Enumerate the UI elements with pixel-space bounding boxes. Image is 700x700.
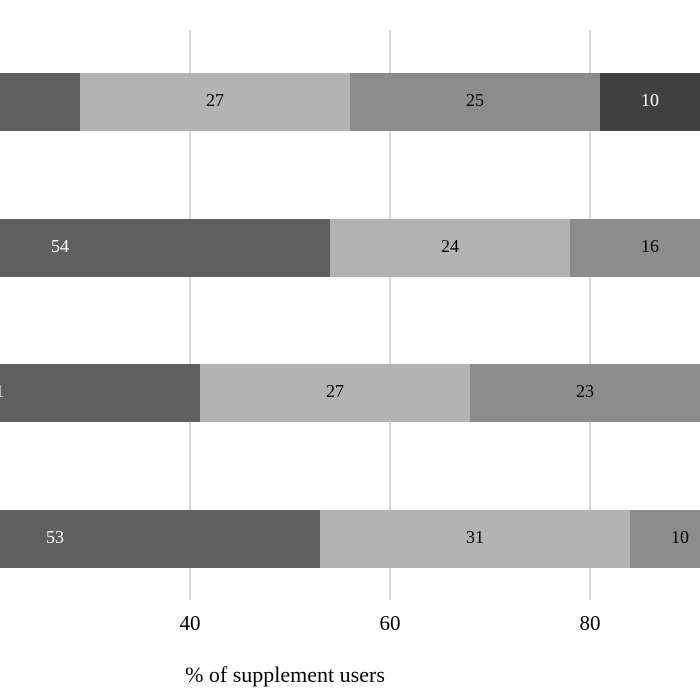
value-label: 41 bbox=[0, 381, 4, 401]
value-label: 16 bbox=[641, 236, 659, 256]
bar-segment bbox=[350, 73, 600, 131]
value-label: 54 bbox=[51, 236, 69, 256]
bar-segment bbox=[570, 219, 700, 277]
value-label: 27 bbox=[326, 381, 344, 401]
bar-segment bbox=[320, 510, 630, 568]
bar-segment bbox=[470, 364, 700, 422]
bar-segment bbox=[0, 219, 330, 277]
x-tick-label: 20 bbox=[0, 611, 1, 635]
x-tick-label: 60 bbox=[380, 611, 401, 635]
bar-segment bbox=[0, 364, 200, 422]
bar-segment bbox=[80, 73, 350, 131]
bar-segment bbox=[0, 73, 80, 131]
value-label: 10 bbox=[641, 90, 659, 110]
x-tick-label: 80 bbox=[580, 611, 601, 635]
bar-segment bbox=[600, 73, 700, 131]
value-label: 31 bbox=[466, 527, 484, 547]
value-label: 23 bbox=[576, 381, 594, 401]
bar-segment bbox=[200, 364, 470, 422]
value-label: 27 bbox=[206, 90, 224, 110]
bar-segment bbox=[630, 510, 700, 568]
value-label: 25 bbox=[466, 90, 484, 110]
x-axis-label: % of supplement users bbox=[185, 662, 385, 687]
value-label: 24 bbox=[441, 236, 459, 256]
value-label: 53 bbox=[46, 527, 64, 547]
bar-segment bbox=[0, 510, 320, 568]
value-label: 10 bbox=[671, 527, 689, 547]
bar-segment bbox=[330, 219, 570, 277]
x-tick-label: 40 bbox=[180, 611, 201, 635]
